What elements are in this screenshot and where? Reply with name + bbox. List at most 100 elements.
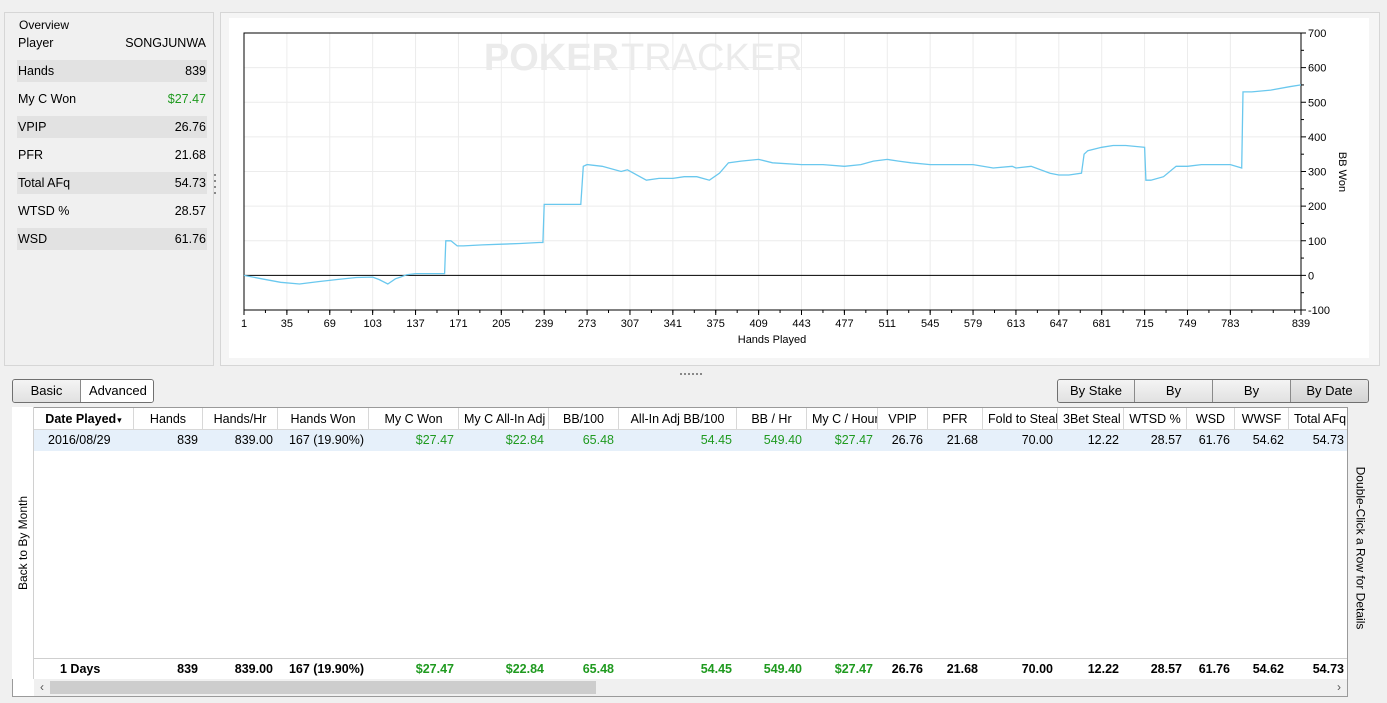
overview-row-player: Player SONGJUNWA [17,32,207,54]
overview-value: 28.57 [174,204,206,218]
table-cell: 26.76 [891,433,923,447]
table-cell: 65.48 [582,433,614,447]
scrollbar-thumb[interactable] [50,681,596,694]
column-header-my-c-hour[interactable]: My C / Hour [807,408,878,429]
table-row[interactable]: 2016/08/29 839 839.00 167 (19.90%) $27.47 $22… [34,430,1347,451]
overview-row-wtsd: WTSD % 28.57 [17,200,207,222]
back-to-by-month-label: Back to By Month [16,495,31,591]
column-header-3bet-steal[interactable]: 3Bet Steal [1058,408,1124,429]
column-header-hands-won[interactable]: Hands Won [278,408,369,429]
vertical-splitter-handle[interactable] [214,170,217,200]
by-session-button[interactable]: By Session [1213,380,1291,402]
column-header-label: Hands [149,412,187,426]
column-header-label: My C All-In Adj [464,412,546,426]
scroll-right-arrow[interactable]: › [1337,680,1341,694]
x-tick-label: 103 [363,318,381,330]
column-header-bb-hr[interactable]: BB / Hr [737,408,807,429]
column-header-hands-hr[interactable]: Hands/Hr [203,408,278,429]
table-cell: $27.47 [415,433,454,447]
bb-won-series-line [243,84,1302,285]
watermark-tracker: TRACKER [621,37,803,79]
column-header-label: WSD [1195,412,1226,426]
x-tick-label: 613 [1007,318,1025,330]
table-cell: 54.62 [1252,662,1284,676]
x-tick-label: 205 [492,318,510,330]
column-header-wtsd[interactable]: WTSD % [1124,408,1187,429]
x-tick-label: 171 [449,318,467,330]
column-header-wwsf[interactable]: WWSF [1235,408,1289,429]
y-tick-label: 0 [1308,270,1314,282]
view-mode-toggle: Basic Advanced [12,379,154,403]
column-header-total-afq[interactable]: Total AFq [1289,408,1347,429]
column-header-label: Hands/Hr [213,412,267,426]
column-header-label: BB / Hr [751,412,792,426]
table-header: Date Played▾ Hands Hands/Hr Hands Won My C W… [34,408,1347,430]
column-header-fold-to-steal[interactable]: Fold to Steal [983,408,1058,429]
x-tick-label: 69 [324,318,336,330]
column-header-my-c-won[interactable]: My C Won [369,408,459,429]
column-header-date-played[interactable]: Date Played▾ [34,408,134,429]
by-position-button[interactable]: By Position [1135,380,1213,402]
overview-row-hands: Hands 839 [17,60,207,82]
x-tick-label: 443 [792,318,810,330]
x-tick-label: 375 [707,318,725,330]
table-cell: 70.00 [1021,662,1053,676]
column-header-hands[interactable]: Hands [134,408,203,429]
overview-label: WSD [18,232,48,246]
horizontal-scrollbar[interactable]: ‹ › [34,679,1347,696]
overview-label: VPIP [18,120,47,134]
column-header-label: Hands Won [290,412,356,426]
column-header-label: My C / Hour [812,412,878,426]
table-cell: 21.68 [946,662,978,676]
y-tick-label: -100 [1308,305,1330,317]
overview-value: SONGJUNWA [125,36,206,50]
horizontal-splitter-handle[interactable] [676,373,706,377]
table-cell: 54.45 [700,662,732,676]
column-header-bb-100[interactable]: BB/100 [549,408,619,429]
column-header-label: My C Won [384,412,443,426]
by-date-button[interactable]: By Date [1291,380,1368,402]
overview-value: 839 [185,64,206,78]
overview-row-my-c-won: My C Won $27.47 [17,88,207,110]
table-cell: 839 [177,433,198,447]
basic-button[interactable]: Basic [13,380,81,402]
column-header-all-in-adj-bb-100[interactable]: All-In Adj BB/100 [619,408,737,429]
bb-won-chart: POKER TRACKER 1 35 69 103 137 171 205 239 273 307… [241,28,1348,346]
column-header-label: VPIP [888,412,917,426]
x-tick-label: 839 [1292,318,1310,330]
overview-label: WTSD % [18,204,70,218]
x-tick-label: 307 [621,318,639,330]
column-header-my-c-all-in-adj[interactable]: My C All-In Adj [459,408,549,429]
table-cell: 26.76 [891,662,923,676]
overview-value: $27.47 [167,92,206,106]
overview-label: PFR [18,148,43,162]
table-cell: 12.22 [1087,433,1119,447]
table-cell: 54.73 [1312,662,1344,676]
column-header-wsd[interactable]: WSD [1187,408,1235,429]
column-header-label: Total AFq [1294,412,1347,426]
column-header-vpip[interactable]: VPIP [878,408,928,429]
overview-value: 21.68 [174,148,206,162]
overview-label: Total AFq [18,176,71,190]
table-cell: 167 (19.90%) [288,662,364,676]
x-tick-label: 511 [879,318,897,330]
scroll-left-arrow[interactable]: ‹ [40,680,44,694]
column-header-pfr[interactable]: PFR [928,408,983,429]
table-cell: 549.40 [763,433,802,447]
advanced-button[interactable]: Advanced [81,380,153,402]
column-header-label: WTSD % [1129,412,1181,426]
overview-title: Overview [17,18,72,32]
back-to-by-month-button[interactable]: Back to By Month [12,407,34,679]
x-tick-label: 239 [535,318,553,330]
grouping-toggle: By Stake By Position By Session By Date [1057,379,1369,403]
overview-label: Player [18,36,54,50]
by-stake-button[interactable]: By Stake [1058,380,1135,402]
table-cell: 167 (19.90%) [288,433,364,447]
watermark-poker: POKER [484,37,619,79]
chart-background [229,18,1369,358]
table-cell: 65.48 [582,662,614,676]
table-cell: 21.68 [946,433,978,447]
x-tick-label: 715 [1135,318,1153,330]
table-cell: 839 [177,662,198,676]
overview-label: Hands [18,64,55,78]
